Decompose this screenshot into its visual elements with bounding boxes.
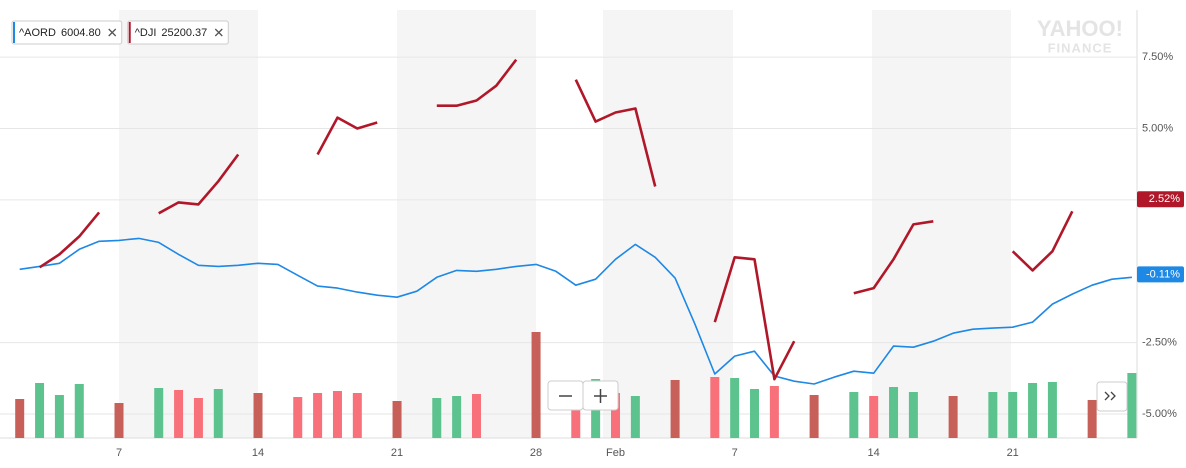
series-line — [19, 237, 1132, 385]
week-band — [872, 10, 1011, 438]
volume-bar — [253, 393, 263, 438]
volume-bar — [908, 392, 918, 438]
legend-box — [11, 20, 123, 45]
volume-bar — [630, 396, 640, 438]
volume-bar — [35, 383, 45, 438]
legend-close[interactable] — [108, 28, 117, 37]
zoom-controls — [547, 380, 1128, 412]
legend-close[interactable] — [214, 28, 223, 37]
x-tick-label: 7 — [116, 447, 122, 459]
x-tick-label: 14 — [252, 447, 264, 459]
last-value-label: 2.52% — [1149, 193, 1180, 205]
scroll-right-button[interactable] — [1096, 381, 1128, 412]
volume-bar — [1047, 382, 1057, 438]
legend-box — [127, 20, 229, 45]
volume-bar — [1127, 373, 1137, 438]
volume-bar — [154, 388, 164, 438]
legend-quote: 25200.37 — [161, 27, 207, 39]
volume-bar — [313, 393, 323, 438]
volume-bar — [948, 396, 958, 438]
volume-bar — [670, 380, 680, 438]
volume-bar — [809, 395, 819, 438]
x-tick-label: 14 — [868, 447, 880, 459]
volume-bar — [1008, 392, 1018, 438]
watermark: YAHOO! — [1037, 16, 1123, 41]
volume-bar — [471, 394, 481, 438]
volume-bar — [54, 395, 64, 438]
volume-bar — [531, 332, 541, 438]
volume-bar — [392, 401, 402, 438]
legend-item: ^AORD 6004.80 — [11, 20, 123, 45]
last-value-box — [1137, 266, 1184, 283]
volume — [15, 332, 1137, 438]
legend-name: ^DJI — [135, 27, 157, 39]
legend-item: ^DJI 25200.37 — [127, 20, 229, 45]
last-value-label: -0.11% — [1146, 268, 1180, 280]
volume-bar — [293, 397, 303, 438]
volume-bar — [889, 387, 899, 438]
week-band — [603, 10, 733, 438]
volume-bar — [750, 389, 760, 438]
volume-bar — [213, 389, 223, 438]
x-tick-label: 21 — [1007, 447, 1019, 459]
x-tick-label: 28 — [530, 447, 542, 459]
volume-bar — [730, 378, 740, 438]
volume-bar — [432, 398, 442, 438]
volume-bar — [74, 384, 84, 438]
legend-name: ^AORD — [19, 27, 56, 39]
volume-bar — [332, 391, 342, 438]
x-tick-label: 21 — [391, 447, 403, 459]
legend: ^AORD 6004.80 ^DJI 25200.37 — [11, 20, 229, 45]
volume-bar — [769, 386, 779, 438]
x-tick-label: 7 — [732, 447, 738, 459]
volume-bar — [611, 393, 620, 438]
last-value-box — [1137, 191, 1184, 208]
volume-bar — [452, 396, 462, 438]
volume-bar — [1028, 383, 1038, 438]
y-tick-label: 7.50% — [1142, 51, 1173, 63]
week-band — [119, 10, 258, 438]
volume-bar — [1087, 400, 1097, 438]
legend-swatch — [128, 22, 131, 43]
volume-bar — [174, 390, 184, 438]
volume-bar — [849, 392, 859, 438]
x-tick-label: Feb — [606, 447, 625, 459]
volume-bar — [710, 377, 720, 438]
week-band — [397, 10, 536, 438]
grid: 7.50%5.00%2.50%-2.50%-5.00%7142128Feb714… — [0, 51, 1177, 459]
volume-bar — [15, 399, 25, 438]
y-tick-label: -5.00% — [1142, 408, 1177, 420]
volume-bar — [869, 396, 879, 438]
lines — [19, 60, 1132, 385]
labels: -0.11% 2.52% — [1137, 191, 1184, 283]
legend-quote: 6004.80 — [61, 27, 101, 39]
volume-bar — [193, 398, 203, 438]
legend-swatch — [13, 22, 15, 43]
volume-bar — [988, 392, 998, 438]
watermark: FINANCE — [1048, 40, 1113, 55]
y-tick-label: -2.50% — [1142, 337, 1177, 349]
volume-bar — [571, 400, 581, 438]
y-tick-label: 5.00% — [1142, 122, 1173, 134]
volume-bar — [352, 393, 362, 438]
volume-bar — [114, 403, 124, 438]
chevron-icon — [1104, 391, 1116, 401]
